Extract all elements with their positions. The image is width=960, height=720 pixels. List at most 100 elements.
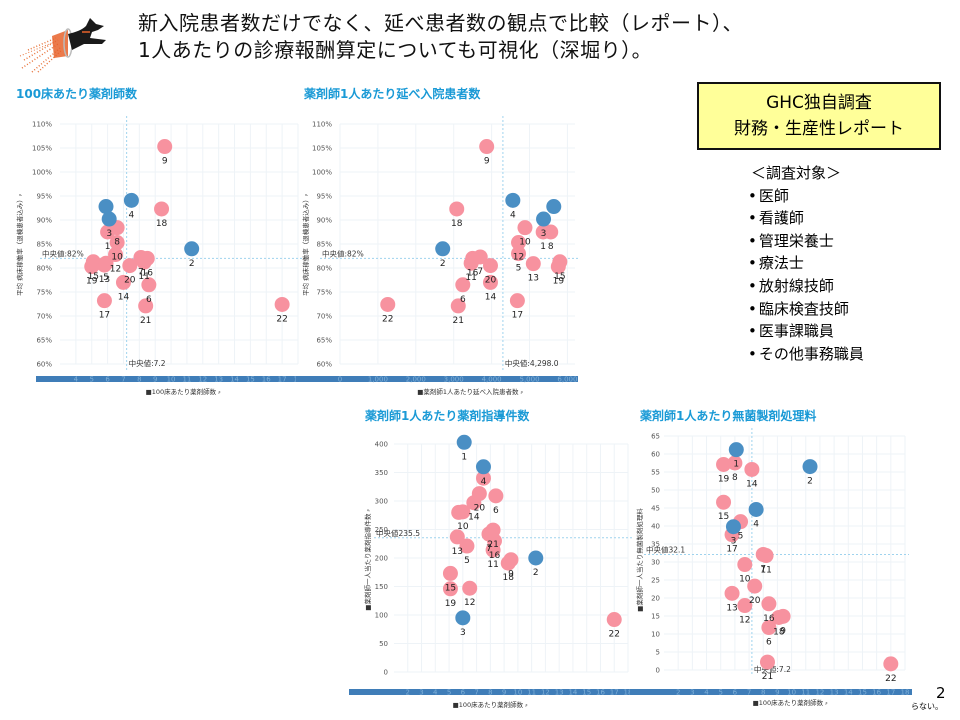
x-tick-label: 15 <box>858 689 867 697</box>
data-point-19 <box>442 581 458 597</box>
data-point-label: 8 <box>114 238 120 248</box>
data-point-label: 9 <box>508 570 514 580</box>
data-point-20 <box>471 486 487 502</box>
data-point-3 <box>455 610 471 626</box>
data-point-label: 9 <box>484 157 490 167</box>
x-tick-label: 11 <box>182 376 191 384</box>
x-tick-label: 13 <box>830 689 839 697</box>
y-tick-label: 60% <box>36 361 52 369</box>
data-point-label: 12 <box>513 253 524 263</box>
data-point-7 <box>481 526 497 542</box>
data-point-12 <box>108 247 124 263</box>
x-tick-label: 7 <box>121 376 125 384</box>
y-tick-label: 350 <box>375 469 388 477</box>
data-point-9 <box>479 139 495 155</box>
data-point-4 <box>475 459 491 475</box>
data-point-4 <box>123 192 139 208</box>
data-point-15 <box>716 494 732 510</box>
data-point-label: 5 <box>103 273 109 283</box>
data-point-10 <box>109 235 125 251</box>
data-point-label: 18 <box>451 219 463 229</box>
data-point-21 <box>138 298 154 314</box>
x-axis-bar <box>349 689 631 695</box>
data-point-label: 13 <box>528 274 539 284</box>
data-point-3 <box>536 211 552 227</box>
info-box-subtitle: 財務・生産性レポート <box>734 119 904 139</box>
y-tick-label: 60% <box>316 361 332 369</box>
x-tick-label: 0 <box>338 376 342 384</box>
data-point-20 <box>122 258 138 274</box>
data-point-17 <box>96 293 112 309</box>
data-point-label: 4 <box>129 210 135 220</box>
y-tick-label: 95% <box>316 193 332 201</box>
y-tick-label: 60 <box>651 451 660 459</box>
x-tick-label: 16 <box>262 376 271 384</box>
y-tick-label: 90% <box>36 217 52 225</box>
chart-title: 薬剤師1人あたり無菌製剤処理料 <box>640 408 816 423</box>
y-tick-label: 30 <box>651 559 660 567</box>
data-point-7 <box>755 546 771 562</box>
data-point-label: 21 <box>453 316 464 326</box>
x-tick-label: 2 <box>676 689 680 697</box>
x-tick-label: 4 <box>433 689 438 697</box>
survey-target-item: 医事課職員 <box>748 320 864 343</box>
x-tick-label: 13 <box>214 376 223 384</box>
x-tick-label: 7 <box>747 689 751 697</box>
y-tick-label: 80% <box>36 265 52 273</box>
data-point-17 <box>724 527 740 543</box>
data-point-18 <box>154 201 170 217</box>
data-point-10 <box>737 557 753 573</box>
data-point-label: 20 <box>124 276 136 286</box>
data-point-label: 11 <box>465 273 476 283</box>
y-tick-label: 65% <box>316 337 332 345</box>
y-tick-label: 45 <box>651 505 660 513</box>
y-axis-label: 平均 病床稼働率（退棟患者込み）⸗ <box>15 194 24 296</box>
survey-target-item: 臨床検査技師 <box>748 298 864 321</box>
data-point-2 <box>435 241 451 257</box>
x-tick-label: 8 <box>137 376 141 384</box>
data-point-4b <box>475 470 491 486</box>
data-point-label: 20 <box>749 596 761 606</box>
y-tick-label: 110% <box>32 121 52 129</box>
data-point-13 <box>724 585 740 601</box>
data-point-17 <box>509 293 525 309</box>
data-point-18 <box>771 609 787 625</box>
y-tick-label: 0 <box>656 667 660 675</box>
x-tick-label: 17 <box>610 689 619 697</box>
x-tick-label: 5,000 <box>519 376 539 384</box>
x-tick-label: 4 <box>74 376 79 384</box>
x-tick-label: 14 <box>844 689 853 697</box>
data-point-label: 13 <box>726 603 737 613</box>
survey-targets-heading: ＜調査対象＞ <box>751 164 842 182</box>
data-point-1 <box>535 224 551 240</box>
data-point-22 <box>883 656 899 672</box>
chart-title: 100床あたり薬剤師数 <box>16 86 138 101</box>
y-tick-label: 85% <box>36 241 52 249</box>
data-point-label: 15 <box>718 512 729 522</box>
data-point-label: 14 <box>746 479 758 489</box>
x-tick-label: 12 <box>541 689 550 697</box>
x-axis-bar <box>36 376 334 382</box>
data-point-16 <box>761 596 777 612</box>
data-point-label: 2 <box>533 568 539 578</box>
data-point-14 <box>744 461 760 477</box>
y-tick-label: 90% <box>316 217 332 225</box>
data-point-19 <box>550 259 566 275</box>
y-tick-label: 250 <box>375 526 388 534</box>
x-tick-label: 11 <box>527 689 536 697</box>
data-point-label: 4 <box>510 210 516 220</box>
data-point-label: 3 <box>731 537 737 547</box>
data-point-5 <box>511 246 527 262</box>
x-tick-label: 9 <box>775 689 779 697</box>
data-point-label: 22 <box>276 314 287 324</box>
data-point-label: 19 <box>86 277 98 287</box>
data-point-16 <box>486 533 502 549</box>
y-tick-label: 70% <box>36 313 52 321</box>
data-point-label: 20 <box>474 504 486 514</box>
data-point-label: 16 <box>467 268 479 278</box>
data-point-label: 6 <box>493 506 499 516</box>
y-axis-label: 平均 病床稼働率（退棟患者込み）⸗ <box>301 194 310 296</box>
y-tick-label: 35 <box>651 541 660 549</box>
x-tick-label: 12 <box>815 689 824 697</box>
data-point-label: 14 <box>485 292 497 302</box>
